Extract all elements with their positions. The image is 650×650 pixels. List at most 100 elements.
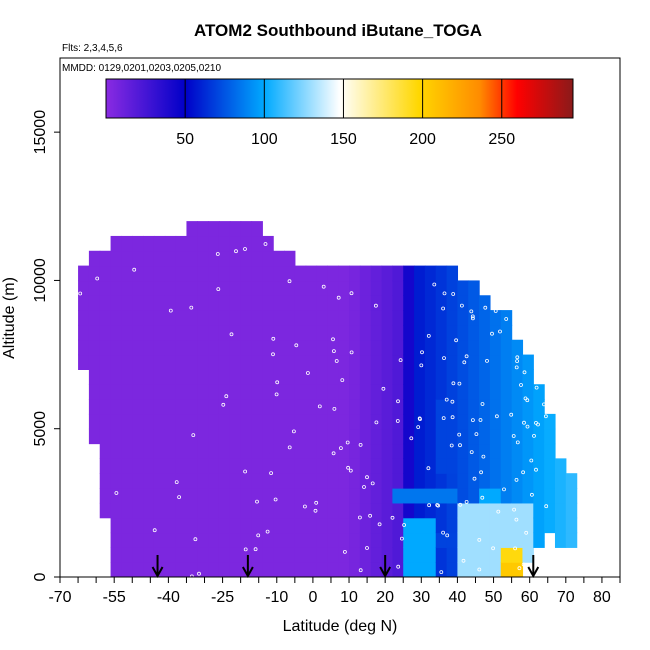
- data-point: [345, 440, 350, 445]
- data-point: [504, 317, 509, 321]
- heatmap-cell: [110, 235, 123, 252]
- heatmap-cell: [424, 488, 437, 504]
- heatmap-cell: [208, 502, 220, 519]
- data-point: [494, 414, 499, 419]
- heatmap-cell: [544, 517, 556, 534]
- heatmap-cell: [153, 413, 166, 430]
- heatmap-cell: [435, 295, 448, 311]
- heatmap-cell: [305, 265, 318, 282]
- arrow-head-icon: [379, 566, 392, 579]
- heatmap-cell: [284, 384, 296, 400]
- heatmap-cell: [489, 428, 502, 445]
- heatmap-cell: [468, 354, 480, 370]
- heatmap-cell: [153, 562, 166, 577]
- heatmap-cell: [522, 502, 534, 519]
- heatmap-cell: [121, 250, 133, 267]
- x-tick-label: -40: [157, 589, 180, 606]
- heatmap-cell: [153, 458, 166, 474]
- heatmap-cell: [327, 310, 339, 326]
- heatmap-cell: [511, 384, 524, 400]
- heatmap-cell: [403, 265, 415, 282]
- heatmap-cell: [479, 295, 491, 311]
- heatmap-cell: [88, 280, 101, 296]
- heatmap-cell: [218, 488, 231, 504]
- data-point: [313, 508, 318, 513]
- heatmap-cell: [294, 413, 307, 430]
- heatmap-cell: [186, 517, 198, 534]
- data-point: [454, 338, 459, 343]
- data-point: [470, 314, 475, 319]
- heatmap-cell: [78, 324, 90, 341]
- heatmap-cell: [208, 473, 220, 489]
- heatmap-cell: [110, 384, 123, 400]
- heatmap-cell: [424, 310, 437, 326]
- data-point: [189, 305, 194, 310]
- heatmap-cell: [132, 428, 144, 445]
- data-point: [534, 385, 539, 390]
- heatmap-cell: [500, 458, 513, 474]
- heatmap-cell: [381, 547, 393, 563]
- data-point: [409, 436, 414, 441]
- heatmap-cell: [435, 413, 448, 430]
- heatmap-cell: [544, 413, 556, 430]
- heatmap-cell: [88, 369, 101, 385]
- heatmap-cell: [218, 399, 231, 415]
- data-point: [419, 363, 424, 368]
- heatmap-cell: [500, 369, 513, 385]
- heatmap-cell: [511, 399, 524, 415]
- heatmap-cell: [446, 384, 459, 400]
- data-point: [444, 397, 449, 402]
- heatmap-cell: [349, 547, 361, 563]
- heatmap-cell: [338, 310, 350, 326]
- data-point: [462, 360, 467, 365]
- heatmap-cell: [403, 532, 415, 548]
- heatmap-cell: [381, 488, 393, 504]
- data-point: [477, 538, 482, 542]
- heatmap-cell: [370, 265, 383, 282]
- data-point: [519, 383, 523, 387]
- heatmap-cell: [403, 458, 415, 474]
- heatmap-cell: [457, 280, 469, 296]
- heatmap-cell: [457, 295, 469, 311]
- heatmap-cell: [208, 443, 220, 459]
- heatmap-cell: [381, 384, 393, 400]
- heatmap-cell: [338, 369, 350, 385]
- heatmap-cell: [370, 502, 383, 519]
- heatmap-cell: [305, 280, 318, 296]
- heatmap-cell: [121, 502, 133, 519]
- heatmap-cell: [88, 339, 101, 356]
- heatmap-cell: [522, 473, 534, 489]
- heatmap-cell: [240, 221, 253, 237]
- data-point: [331, 337, 335, 342]
- heatmap-cell: [88, 354, 101, 370]
- heatmap-cell: [392, 502, 404, 519]
- heatmap-cell: [424, 354, 437, 370]
- data-point: [436, 503, 441, 508]
- heatmap-cell: [457, 384, 469, 400]
- heatmap-cell: [110, 354, 123, 370]
- data-point: [418, 417, 422, 422]
- data-point: [331, 349, 336, 354]
- heatmap-cell: [240, 324, 253, 341]
- heatmap-cell: [132, 354, 144, 370]
- data-point: [168, 308, 173, 313]
- data-point: [427, 503, 432, 508]
- heatmap-cell: [229, 354, 242, 370]
- heatmap-cell: [99, 339, 112, 356]
- heatmap-cell: [164, 517, 177, 534]
- heatmap-cell: [435, 399, 448, 415]
- heatmap-cell: [218, 502, 231, 519]
- heatmap-cell: [175, 354, 188, 370]
- heatmap-cell: [143, 413, 155, 430]
- data-point: [522, 420, 526, 425]
- heatmap-cell: [110, 473, 123, 489]
- heatmap-cell: [403, 399, 415, 415]
- heatmap-cell: [468, 384, 480, 400]
- heatmap-cell: [78, 265, 90, 282]
- heatmap-cell: [435, 265, 448, 282]
- heatmap-cell: [262, 354, 274, 370]
- heatmap-cell: [251, 473, 263, 489]
- heatmap-cell: [349, 369, 361, 385]
- heatmap-cell: [294, 399, 307, 415]
- data-point: [542, 402, 546, 407]
